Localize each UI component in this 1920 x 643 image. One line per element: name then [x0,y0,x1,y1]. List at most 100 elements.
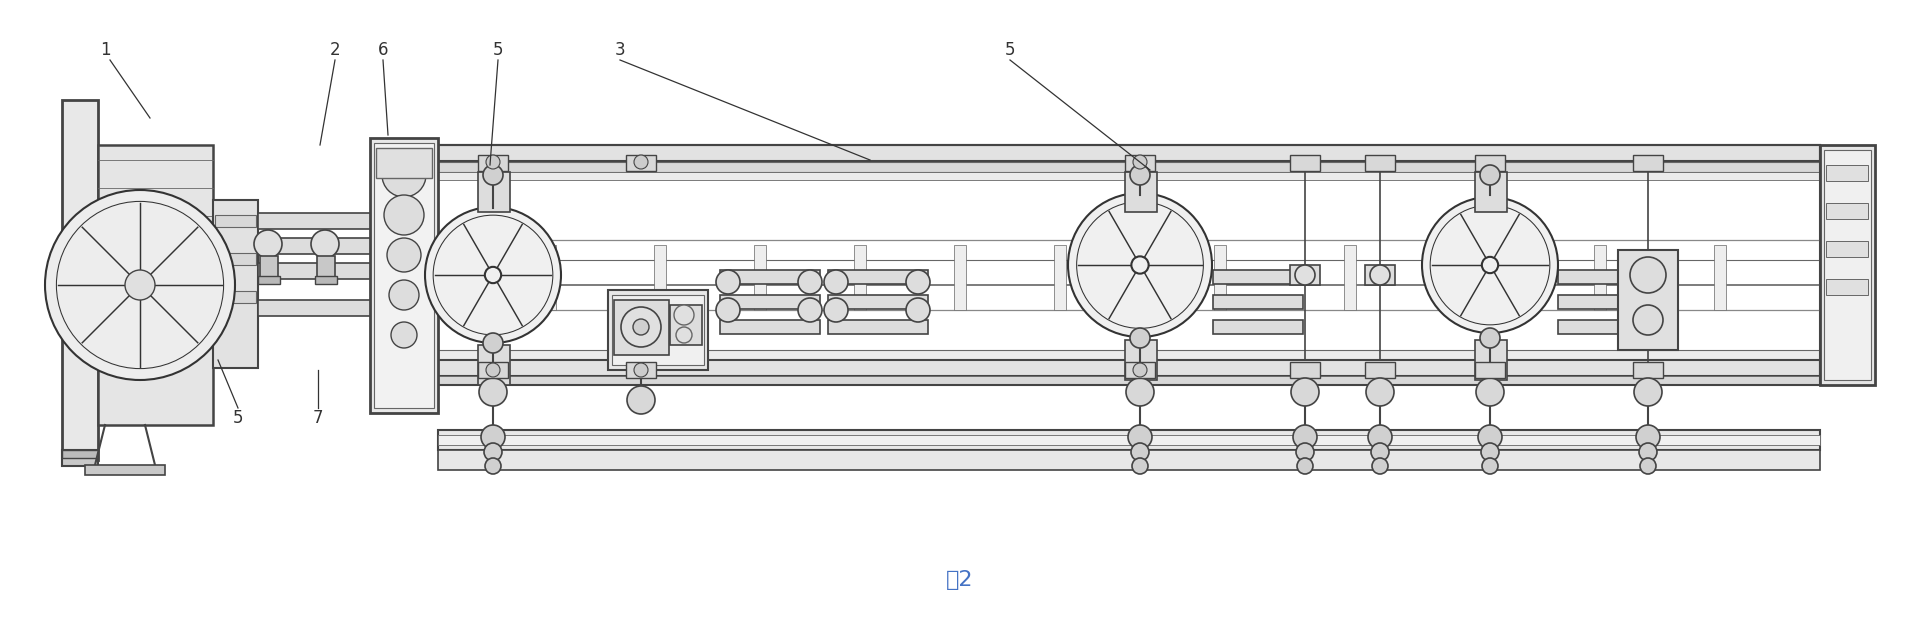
Circle shape [384,195,424,235]
Circle shape [1423,197,1557,333]
Circle shape [799,298,822,322]
Bar [438,430,1820,450]
Circle shape [1634,378,1663,406]
Bar [720,270,820,284]
Bar [61,450,98,458]
Bar [1125,340,1158,380]
Circle shape [486,267,501,283]
Bar [1213,270,1304,284]
Bar [1125,155,1156,171]
Circle shape [628,386,655,414]
Bar [1475,172,1507,212]
Bar [257,238,376,254]
Circle shape [1129,425,1152,449]
Bar [1344,245,1356,310]
Circle shape [1371,443,1388,461]
Bar [257,213,376,229]
Circle shape [1640,443,1657,461]
Circle shape [906,270,929,294]
Circle shape [1125,378,1154,406]
Circle shape [1634,305,1663,335]
Bar [1125,172,1158,212]
Bar [478,172,511,212]
Bar [374,143,434,408]
Circle shape [1131,328,1150,348]
Bar [1594,245,1605,310]
Bar [376,148,432,178]
Bar [478,155,509,171]
Bar [1290,265,1321,285]
Bar [478,362,509,378]
Circle shape [484,333,503,353]
Circle shape [424,207,561,343]
Bar [257,263,376,279]
Bar [438,162,1820,172]
Bar [1557,295,1638,309]
Bar [1820,145,1876,385]
Circle shape [1294,265,1315,285]
Bar [438,450,1820,470]
Bar [612,295,705,365]
Bar [257,300,376,316]
Circle shape [388,238,420,272]
Bar [828,270,927,284]
Bar [1475,362,1505,378]
Circle shape [1480,443,1500,461]
Bar [315,276,338,284]
Bar [438,435,1820,445]
Circle shape [1290,378,1319,406]
Circle shape [1478,425,1501,449]
Bar [1634,155,1663,171]
Circle shape [1373,458,1388,474]
Bar [438,376,1820,384]
Bar [257,276,280,284]
Bar [1125,362,1156,378]
Bar [438,145,1820,385]
Bar [755,245,766,310]
Circle shape [676,327,691,343]
Bar [1213,320,1304,334]
Bar [1824,150,1870,380]
Circle shape [1133,458,1148,474]
Bar [1634,362,1663,378]
Circle shape [486,363,499,377]
Circle shape [1131,257,1148,274]
Bar [1826,203,1868,219]
Circle shape [906,298,929,322]
Circle shape [1131,443,1148,461]
Bar [1715,245,1726,310]
Circle shape [674,305,693,325]
Circle shape [390,280,419,310]
Circle shape [125,270,156,300]
Circle shape [1365,378,1394,406]
Bar [614,300,668,355]
Bar [438,172,1820,180]
Circle shape [1292,425,1317,449]
Bar [1619,250,1678,350]
Bar [626,362,657,378]
Circle shape [482,425,505,449]
Circle shape [634,155,649,169]
Circle shape [1482,458,1498,474]
Circle shape [478,378,507,406]
Circle shape [716,270,739,294]
Bar [1365,265,1396,285]
Circle shape [392,322,417,348]
Bar [478,345,511,385]
Bar [84,465,165,475]
Circle shape [824,270,849,294]
Text: 5: 5 [1004,41,1016,59]
Circle shape [1480,165,1500,185]
Bar [98,145,213,425]
Bar [1826,165,1868,181]
Bar [1826,241,1868,257]
Circle shape [311,230,340,258]
Circle shape [620,307,660,347]
Bar [438,145,1820,161]
Text: 6: 6 [378,41,388,59]
Circle shape [1133,363,1146,377]
Circle shape [1131,165,1150,185]
Text: 7: 7 [313,409,323,427]
Circle shape [1298,458,1313,474]
Bar [1213,295,1304,309]
